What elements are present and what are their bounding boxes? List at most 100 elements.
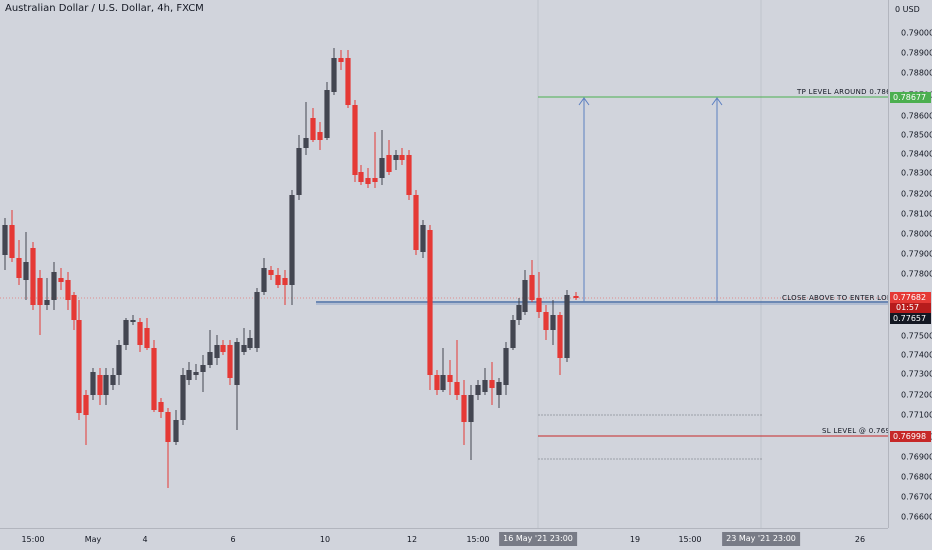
- candle-body: [434, 375, 440, 390]
- bullish-candle: [261, 258, 267, 295]
- bullish-candle: [289, 190, 295, 305]
- bearish-candle: [454, 340, 460, 400]
- sl-annotation[interactable]: SL LEVEL @ 0.76998: [822, 427, 900, 435]
- bearish-candle: [71, 292, 77, 330]
- bullish-candle: [247, 330, 253, 350]
- bearish-candle: [9, 210, 15, 262]
- bullish-candle: [296, 135, 302, 200]
- candle-body: [23, 262, 29, 280]
- candle-body: [564, 295, 570, 358]
- bullish-candle: [331, 48, 337, 95]
- bearish-candle: [413, 190, 419, 255]
- candle-body: [234, 342, 240, 385]
- candle-body: [289, 195, 295, 285]
- time-axis-label: 15:00: [466, 535, 490, 544]
- candle-body: [303, 138, 309, 148]
- bearish-candle: [30, 242, 36, 310]
- bullish-candle: [173, 410, 179, 445]
- price-axis-label: 0.76900: [901, 452, 932, 462]
- candle-body: [427, 230, 433, 375]
- candle-body: [468, 395, 474, 422]
- bullish-candle: [564, 290, 570, 362]
- candle-body: [207, 352, 213, 365]
- chart-plot-area[interactable]: [0, 0, 888, 528]
- candle-body: [2, 225, 8, 255]
- candle-body: [379, 158, 385, 178]
- grid: [537, 0, 762, 528]
- time-axis-label: 15:00: [678, 535, 702, 544]
- symbol-title[interactable]: Australian Dollar / U.S. Dollar, 4h, FXC…: [5, 3, 204, 14]
- bearish-candle: [406, 150, 412, 200]
- candles: [2, 48, 579, 488]
- candle-body: [227, 345, 233, 378]
- candle-body: [475, 385, 481, 395]
- candle-body: [9, 225, 15, 258]
- price-axis-label: 0.78100: [901, 209, 932, 219]
- bullish-candle: [116, 340, 122, 385]
- bearish-candle: [557, 312, 563, 375]
- candle-body: [365, 178, 371, 184]
- time-axis-label: 6: [230, 535, 236, 544]
- bearish-candle: [83, 390, 89, 445]
- bearish-candle: [165, 408, 171, 488]
- sl-price-tag: 0.76998: [890, 431, 931, 442]
- candle-body: [180, 375, 186, 420]
- price-axis-label: 0.78000: [901, 229, 932, 239]
- price-axis-label: 0.78900: [901, 48, 932, 58]
- price-axis-label: 0.78300: [901, 168, 932, 178]
- bullish-candle: [130, 315, 136, 325]
- candle-body: [83, 395, 89, 415]
- bearish-candle: [144, 318, 150, 350]
- bullish-candle: [44, 278, 50, 310]
- bearish-candle: [399, 148, 405, 165]
- time-axis-label: May: [84, 535, 102, 544]
- candle-body: [220, 345, 226, 352]
- bearish-candle: [536, 272, 542, 318]
- bullish-candle: [241, 328, 247, 355]
- bullish-candle: [193, 364, 199, 380]
- bearish-candle: [151, 340, 157, 412]
- target-arrow-head: [578, 97, 590, 106]
- bearish-candle: [97, 368, 103, 405]
- candle-body: [489, 380, 495, 388]
- drawn-levels: [0, 96, 888, 460]
- candle-body: [51, 272, 57, 300]
- time-axis[interactable]: 15:00 May 4 6 10 12 15:00 19 15:00 26 16 May '21 …: [0, 528, 888, 550]
- candle-body: [30, 248, 36, 305]
- candle-body: [482, 380, 488, 392]
- bullish-candle: [440, 348, 446, 392]
- bearish-candle: [275, 268, 281, 288]
- candle-body: [16, 258, 22, 278]
- candle-body: [345, 58, 351, 105]
- candle-body: [275, 275, 281, 285]
- bullish-candle: [186, 362, 192, 385]
- candle-body: [90, 372, 96, 395]
- candle-body: [331, 58, 337, 92]
- candle-body: [413, 195, 419, 250]
- candle-body: [317, 132, 323, 140]
- bearish-candle: [573, 292, 579, 300]
- bullish-candle: [324, 82, 330, 140]
- bullish-candle: [103, 368, 109, 405]
- candle-body: [97, 375, 103, 395]
- candle-body: [173, 420, 179, 442]
- tp-annotation[interactable]: TP LEVEL AROUND 0.78677: [797, 88, 901, 96]
- candle-body: [165, 412, 171, 442]
- bearish-candle: [365, 168, 371, 188]
- bullish-candle: [496, 378, 502, 408]
- entry-annotation[interactable]: CLOSE ABOVE TO ENTER LONG !: [782, 294, 904, 302]
- candle-body: [158, 402, 164, 412]
- target-arrow-head: [711, 97, 723, 106]
- price-axis-label: 0.78800: [901, 68, 932, 78]
- candle-body: [103, 375, 109, 395]
- candle-body: [214, 345, 220, 358]
- candle-body: [510, 320, 516, 348]
- bearish-candle: [543, 305, 549, 340]
- price-axis[interactable]: 0.790000.789000.788000.787000.786000.785…: [888, 0, 932, 528]
- bullish-candle: [468, 385, 474, 460]
- candle-body: [406, 155, 412, 195]
- bullish-candle: [90, 368, 96, 400]
- time-highlight-start: 16 May '21 23:00: [499, 532, 577, 546]
- bearish-candle: [227, 340, 233, 385]
